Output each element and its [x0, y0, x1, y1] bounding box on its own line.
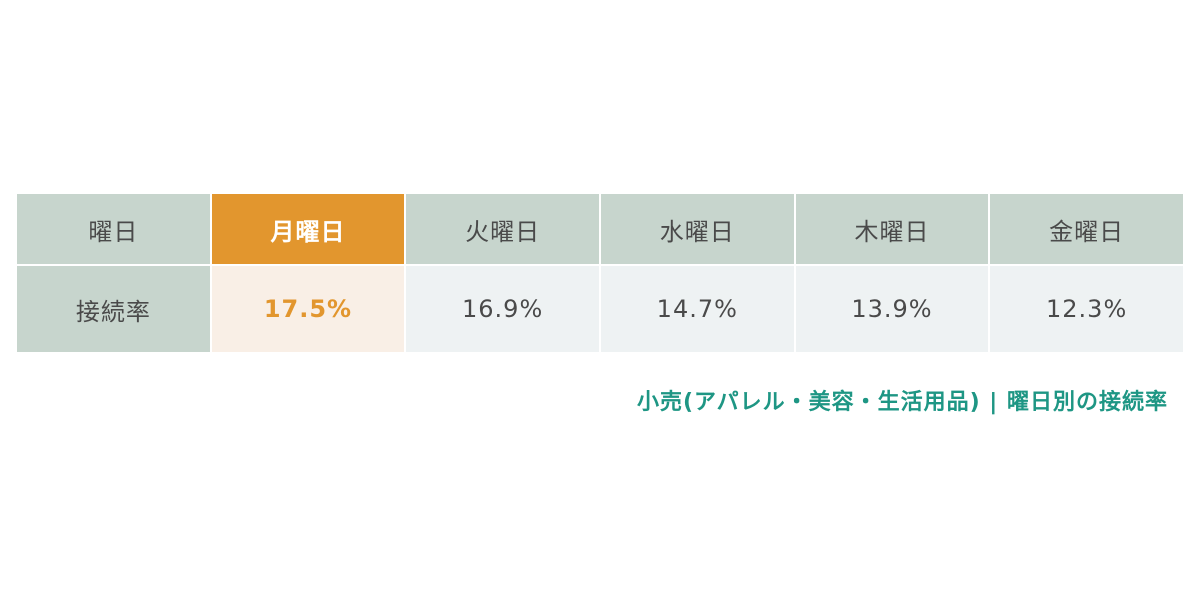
- chart-caption: 小売(アパレル・美容・生活用品) | 曜日別の接続率: [636, 390, 1168, 415]
- value-cell-thursday: 13.9%: [795, 266, 989, 352]
- header-label-cell: 曜日: [17, 194, 210, 264]
- header-cell-friday: 金曜日: [990, 194, 1183, 264]
- connection-rate-table: 曜日 月曜日 火曜日 水曜日 木曜日 金曜日 接続率 17.5% 16.9% 1…: [15, 192, 1185, 354]
- value-cell-wednesday: 14.7%: [600, 266, 794, 352]
- value-cell-friday: 12.3%: [990, 266, 1183, 352]
- row-label-cell: 接続率: [17, 266, 210, 352]
- value-cell-tuesday: 16.9%: [406, 266, 599, 352]
- header-cell-wednesday: 水曜日: [600, 194, 794, 264]
- header-cell-tuesday: 火曜日: [406, 194, 599, 264]
- header-row: 曜日 月曜日 火曜日 水曜日 木曜日 金曜日: [17, 194, 1183, 264]
- value-cell-monday: 17.5%: [211, 266, 405, 352]
- value-row: 接続率 17.5% 16.9% 14.7% 13.9% 12.3%: [17, 266, 1183, 352]
- header-cell-thursday: 木曜日: [795, 194, 989, 264]
- header-cell-monday: 月曜日: [211, 194, 405, 264]
